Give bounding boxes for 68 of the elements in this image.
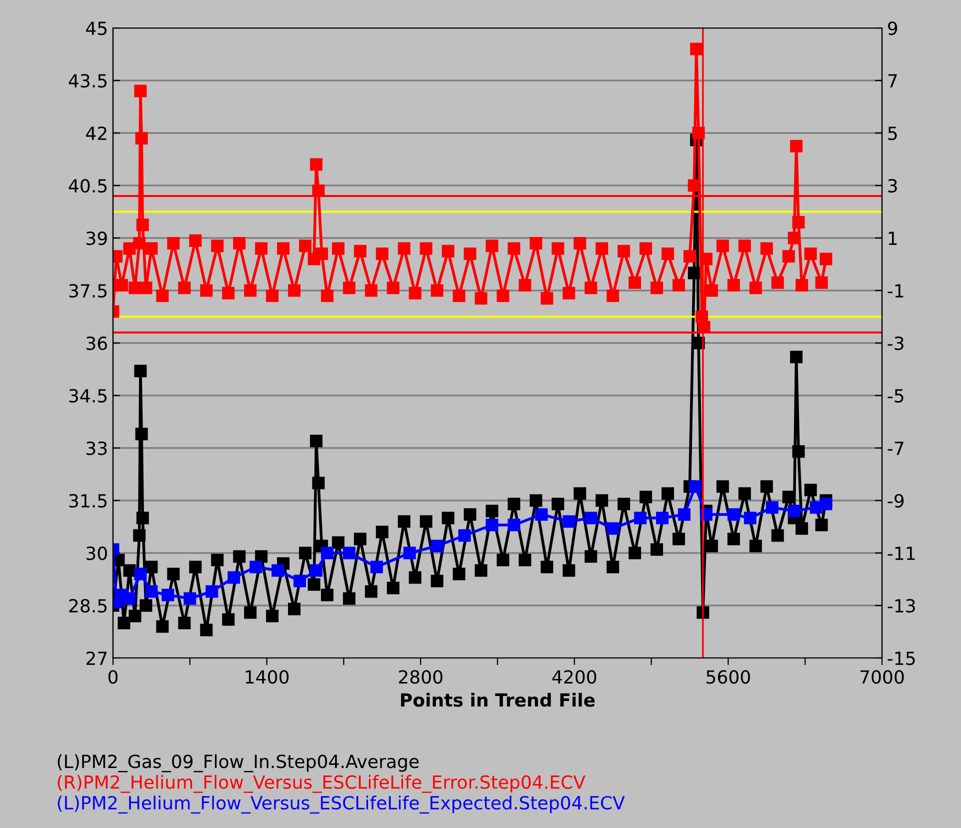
- x-tick-label: 4200: [552, 670, 596, 684]
- point: [184, 592, 196, 605]
- y-tick-label: 37.5: [69, 284, 107, 298]
- point: [788, 504, 800, 518]
- point: [562, 515, 576, 528]
- x-tick-label: 5600: [706, 670, 750, 684]
- y-tick-label: 28.5: [69, 598, 107, 613]
- point: [535, 508, 548, 521]
- point: [634, 512, 647, 524]
- point: [820, 498, 832, 510]
- text: (R)PM2_Helium_Flow_Versus_ESCLifeLife_Error.Step04.ECV: [58, 774, 586, 793]
- y-tick-label: 42: [86, 126, 106, 140]
- y2-tick-label: 7: [888, 74, 897, 88]
- y2-tick-label: -1: [888, 284, 904, 298]
- point: [294, 574, 306, 588]
- point: [584, 512, 598, 524]
- point: [688, 480, 702, 493]
- y-tick-label: 39: [86, 231, 107, 246]
- point: [123, 592, 136, 605]
- point: [272, 564, 284, 577]
- text: (L)PM2_Helium_Flow_Versus_ESCLifeLife_Expected.Step04.ECV: [58, 796, 625, 814]
- y2-tick-label: -9: [888, 494, 904, 508]
- point: [678, 508, 691, 521]
- x-tick-label: 0: [108, 670, 118, 684]
- y2-tick-label: 3: [888, 178, 897, 193]
- y-tick-label: 27: [86, 651, 107, 665]
- point: [508, 518, 520, 532]
- point: [162, 588, 174, 602]
- y-tick-label: 40.5: [68, 178, 107, 193]
- y-tick-label: 34.5: [69, 388, 107, 403]
- point: [766, 501, 778, 514]
- text: (L)PM2_Gas_09_Flow_In.Step04.Average: [58, 754, 419, 772]
- point: [342, 546, 356, 560]
- x-tick-label: 1400: [246, 670, 289, 684]
- y-tick-label: 33: [86, 441, 107, 456]
- point: [430, 540, 444, 552]
- y2-tick-label: 1: [888, 232, 897, 245]
- point: [458, 529, 471, 542]
- y2-tick-label: -11: [888, 546, 915, 560]
- y-tick-label: 31.5: [69, 494, 107, 508]
- y2-tick-label: 9: [888, 21, 898, 36]
- y2-tick-label: -15: [888, 652, 915, 666]
- y2-tick-label: -5: [888, 389, 904, 403]
- point: [134, 568, 147, 580]
- x-tick-label: 7000: [860, 670, 904, 684]
- y-tick-label: 30: [86, 546, 107, 560]
- x-tick-label: 2800: [398, 670, 442, 684]
- y2-tick-label: 5: [888, 126, 897, 140]
- point: [486, 518, 498, 532]
- y2-tick-label: -3: [888, 336, 904, 350]
- y-tick-label: 36: [86, 336, 107, 350]
- point: [403, 546, 416, 560]
- point: [744, 512, 756, 524]
- point: [250, 560, 262, 574]
- point: [656, 512, 669, 524]
- x-axis-title: Points in Trend File: [401, 692, 595, 707]
- point: [145, 585, 158, 598]
- point: [310, 564, 322, 577]
- point: [727, 508, 740, 521]
- y2-tick-label: -13: [888, 598, 915, 613]
- y-tick-label: 43.5: [68, 74, 107, 88]
- point: [320, 546, 334, 560]
- point: [606, 522, 620, 535]
- point: [206, 585, 218, 598]
- y2-tick-label: -7: [888, 442, 904, 455]
- y-tick-label: 45: [86, 22, 107, 36]
- point: [228, 571, 240, 584]
- point: [370, 560, 383, 574]
